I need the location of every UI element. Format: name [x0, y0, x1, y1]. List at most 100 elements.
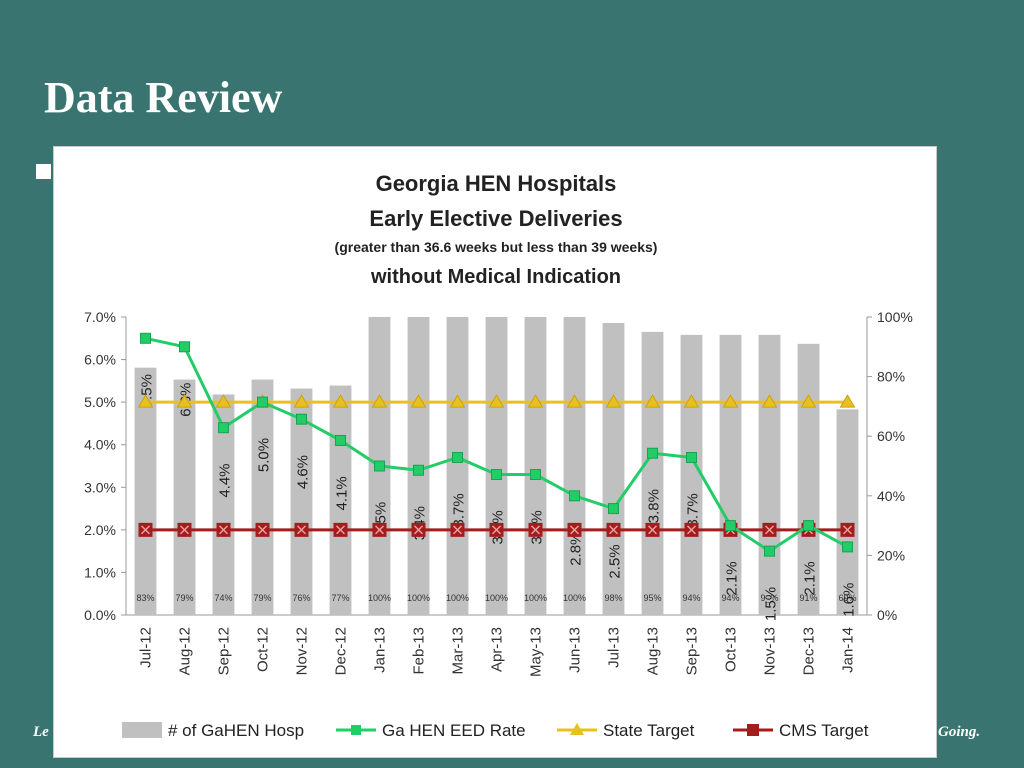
- cms-target-marker-x: [413, 525, 424, 535]
- cms-target-marker-x: [686, 525, 697, 535]
- eed-rate-marker: [140, 332, 151, 344]
- hospital-bar-label: 94%: [682, 593, 700, 603]
- y-left-tick-label: 4.0%: [84, 437, 116, 453]
- hospital-bar: [251, 379, 274, 615]
- x-category-label: Sep-12: [216, 627, 233, 675]
- rate-data-label: 1.5%: [763, 587, 780, 621]
- cms-target-marker-x: [569, 525, 580, 535]
- x-category-label: Jun-13: [567, 627, 584, 673]
- state-target-marker: [644, 394, 661, 408]
- footer-left-text: Le: [33, 724, 49, 740]
- chart-title-line-1: Georgia HEN Hospitals: [376, 171, 617, 196]
- x-category-label: Jan-14: [840, 627, 857, 673]
- eed-rate-marker: [569, 490, 580, 502]
- eed-rate-marker: [491, 469, 502, 481]
- rate-data-label: 4.1%: [334, 476, 351, 510]
- hospital-bar: [758, 334, 781, 615]
- hospital-bar: [290, 388, 313, 615]
- hospital-bar: [836, 409, 859, 615]
- x-category-label: Apr-13: [489, 627, 506, 672]
- y-left-tick-label: 5.0%: [84, 394, 116, 410]
- eed-rate-marker: [647, 447, 658, 459]
- state-target-marker: [293, 394, 310, 408]
- x-category-label: Jan-13: [372, 627, 389, 673]
- hospital-bar-label: 76%: [292, 593, 310, 603]
- legend-cms-swatch-marker: [747, 724, 759, 736]
- cms-target-marker-x: [491, 525, 502, 535]
- cms-target-marker-x: [842, 525, 853, 535]
- state-target-marker: [761, 394, 778, 408]
- hospital-bar: [641, 331, 664, 615]
- hospital-bar-label: 100%: [524, 593, 547, 603]
- hospital-bar-label: 100%: [446, 593, 469, 603]
- legend-bar-swatch: [122, 722, 162, 738]
- hospital-bar-label: 100%: [563, 593, 586, 603]
- y-right-tick-label: 0%: [877, 607, 897, 623]
- eed-rate-marker: [218, 422, 229, 434]
- y-right-tick-label: 80%: [877, 369, 905, 385]
- state-target-marker: [527, 394, 544, 408]
- x-category-label: Oct-12: [255, 627, 272, 672]
- eed-rate-marker: [413, 464, 424, 476]
- hospital-bar-label: 100%: [407, 593, 430, 603]
- bullet-square: [36, 164, 51, 179]
- hospital-bar-label: 95%: [643, 593, 661, 603]
- y-right-tick-label: 20%: [877, 547, 905, 563]
- slide-title: Data Review: [44, 73, 283, 122]
- cms-target-marker-x: [764, 525, 775, 535]
- hospital-bar-label: 83%: [136, 593, 154, 603]
- hospital-bar-label: 79%: [253, 593, 271, 603]
- eed-rate-marker: [257, 396, 268, 408]
- hospital-bar-label: 100%: [485, 593, 508, 603]
- hospital-bar-label: 91%: [799, 593, 817, 603]
- hospital-bar: [446, 317, 469, 615]
- x-category-label: Aug-13: [645, 627, 662, 675]
- state-target-marker: [683, 394, 700, 408]
- eed-rate-marker: [335, 434, 346, 446]
- state-target-marker: [176, 394, 193, 408]
- rate-data-label: 5.0%: [256, 438, 273, 472]
- eed-rate-marker: [530, 469, 541, 481]
- footer-right-text: Going.: [938, 724, 981, 740]
- state-target-marker: [449, 394, 466, 408]
- y-left-tick-label: 2.0%: [84, 522, 116, 538]
- y-left-tick-label: 7.0%: [84, 309, 116, 325]
- y-left-tick-label: 0.0%: [84, 607, 116, 623]
- cms-target-marker-x: [608, 525, 619, 535]
- x-category-label: Aug-12: [177, 627, 194, 675]
- hospital-bar-label: 9_%: [760, 593, 778, 603]
- hospital-bar-label: 98%: [604, 593, 622, 603]
- y-right-tick-label: 60%: [877, 428, 905, 444]
- state-target-marker: [215, 394, 232, 408]
- eed-rate-marker: [374, 460, 385, 472]
- hospital-bar-label: 94%: [721, 593, 739, 603]
- chart-title-line-4: without Medical Indication: [370, 266, 621, 288]
- y-right-tick-label: 100%: [877, 309, 913, 325]
- cms-target-marker-x: [179, 525, 190, 535]
- y-left-tick-label: 1.0%: [84, 564, 116, 580]
- cms-target-marker-x: [140, 525, 151, 535]
- y-left-tick-label: 6.0%: [84, 352, 116, 368]
- legend-rate-swatch-marker: [351, 725, 361, 735]
- x-category-label: Nov-13: [762, 627, 779, 675]
- hospital-bar: [485, 317, 508, 615]
- chart-legend: # of GaHEN Hosp Ga HEN EED Rate State Targ…: [122, 721, 869, 740]
- eed-rate-marker: [452, 451, 463, 463]
- state-target-marker: [488, 394, 505, 408]
- eed-rate-marker: [842, 541, 853, 553]
- eed-rate-marker: [296, 413, 307, 425]
- rate-data-label: 4.4%: [217, 463, 234, 497]
- hospital-bar-label: 69%: [838, 593, 856, 603]
- state-target-marker: [137, 394, 154, 408]
- cms-target-marker-x: [218, 525, 229, 535]
- hospital-bar: [134, 367, 157, 615]
- eed-rate-marker: [608, 503, 619, 515]
- legend-cms-label: CMS Target: [779, 721, 869, 740]
- hospital-bar: [797, 343, 820, 615]
- legend-bar-label: # of GaHEN Hosp: [168, 721, 304, 740]
- state-target-marker: [410, 394, 427, 408]
- hospital-bar-label: 100%: [368, 593, 391, 603]
- legend-rate-label: Ga HEN EED Rate: [382, 721, 526, 740]
- eed-chart: Georgia HEN Hospitals Early Elective Del…: [84, 171, 913, 740]
- state-target-marker: [800, 394, 817, 408]
